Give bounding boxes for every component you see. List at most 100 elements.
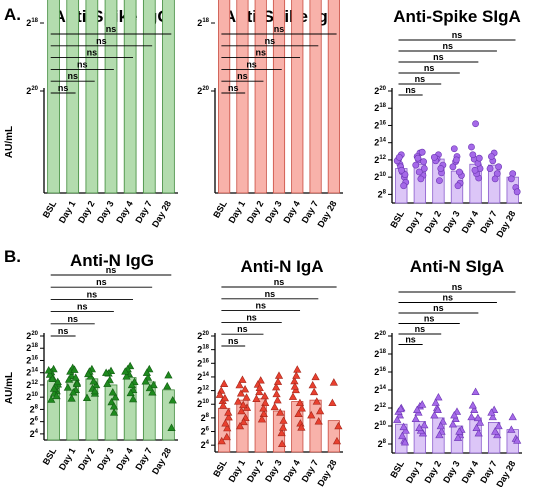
data-point bbox=[393, 415, 402, 423]
y-tick-label: 212 bbox=[26, 380, 38, 390]
data-point bbox=[71, 373, 80, 381]
data-point bbox=[396, 404, 405, 413]
data-point bbox=[121, 367, 130, 375]
data-point bbox=[272, 382, 281, 391]
data-point bbox=[398, 431, 407, 440]
data-point bbox=[436, 421, 445, 430]
data-point bbox=[297, 404, 306, 412]
significance-label: ns bbox=[265, 289, 276, 299]
bar bbox=[142, 0, 156, 194]
x-tick-label: Day 4 bbox=[460, 459, 481, 485]
y-tick-label: 212 bbox=[197, 386, 209, 396]
y-tick-label: 28 bbox=[201, 413, 210, 423]
data-point bbox=[164, 370, 173, 379]
bar bbox=[104, 384, 118, 441]
data-point bbox=[455, 168, 463, 176]
data-point bbox=[450, 145, 458, 153]
significance-label: ns bbox=[96, 36, 107, 46]
significance-label: ns bbox=[424, 63, 435, 73]
significance-label: ns bbox=[415, 324, 426, 334]
x-tick-label: Day 28 bbox=[150, 199, 173, 229]
data-point bbox=[109, 402, 119, 410]
data-point bbox=[274, 371, 284, 379]
y-tick-label: 24 bbox=[30, 429, 39, 439]
data-point bbox=[417, 175, 425, 183]
bar bbox=[272, 0, 286, 194]
data-point bbox=[420, 165, 428, 172]
y-tick-label: 218 bbox=[197, 18, 209, 28]
bar bbox=[142, 381, 156, 441]
significance-label: ns bbox=[274, 277, 285, 287]
y-tick-label: 28 bbox=[378, 439, 387, 449]
significance-label: ns bbox=[442, 41, 453, 51]
significance-label: ns bbox=[246, 59, 257, 69]
chart-title: Anti-N IgG bbox=[70, 251, 154, 270]
y-tick-label: 216 bbox=[374, 120, 386, 130]
data-point bbox=[310, 387, 319, 396]
data-point bbox=[278, 423, 288, 431]
significance-label: ns bbox=[442, 293, 453, 303]
data-point bbox=[395, 410, 405, 419]
data-point bbox=[475, 154, 483, 162]
data-point bbox=[273, 395, 282, 404]
bar bbox=[254, 398, 267, 453]
y-tick-label: 26 bbox=[30, 417, 39, 427]
data-point bbox=[453, 433, 463, 441]
data-point bbox=[163, 381, 172, 390]
data-point bbox=[307, 410, 316, 419]
data-point bbox=[168, 396, 177, 404]
chart-2: Anti-Spike SIgA28210212214216218220BSLDa… bbox=[374, 7, 522, 239]
data-point bbox=[234, 397, 243, 405]
data-point bbox=[260, 391, 269, 400]
data-point bbox=[329, 378, 338, 386]
data-point bbox=[418, 148, 426, 156]
x-tick-label: Day 1 bbox=[226, 458, 247, 484]
bar bbox=[327, 420, 340, 453]
data-point bbox=[328, 398, 337, 407]
data-point bbox=[103, 379, 112, 387]
y-tick-label: 26 bbox=[201, 427, 210, 437]
data-point bbox=[435, 430, 444, 439]
data-point bbox=[111, 392, 120, 401]
data-point bbox=[454, 182, 462, 190]
x-tick-label: Day 2 bbox=[422, 209, 443, 235]
data-point bbox=[167, 423, 176, 431]
data-point bbox=[235, 421, 245, 430]
bar bbox=[47, 0, 60, 194]
x-tick-label: BSL bbox=[211, 199, 229, 220]
data-point bbox=[418, 400, 427, 408]
data-point bbox=[72, 379, 82, 387]
chart-3: Anti-N IgG AU/mL 24 26 28 210 212 214 216 218 220 B… bbox=[4, 251, 178, 476]
data-point bbox=[145, 383, 154, 392]
data-point bbox=[259, 404, 268, 412]
data-point bbox=[69, 388, 78, 396]
y-tick-label: 220 bbox=[374, 86, 386, 96]
y-tick-label: 220 bbox=[374, 331, 386, 341]
significance-label: ns bbox=[246, 312, 257, 322]
data-point bbox=[294, 409, 303, 417]
y-tick-label: 212 bbox=[374, 403, 386, 413]
y-tick-label: 218 bbox=[197, 345, 209, 355]
chart-title: Anti-N SIgA bbox=[410, 257, 504, 276]
data-point bbox=[472, 423, 481, 431]
data-point bbox=[261, 398, 270, 407]
bar bbox=[254, 0, 267, 194]
x-tick-label: Day 4 bbox=[281, 458, 302, 484]
y-tick-label: 218 bbox=[374, 349, 386, 359]
data-point bbox=[220, 393, 230, 402]
data-point bbox=[242, 393, 251, 401]
y-tick-label: 28 bbox=[378, 189, 387, 199]
bar bbox=[413, 421, 427, 454]
y-tick-label: 220 bbox=[197, 331, 209, 341]
data-point bbox=[494, 421, 503, 430]
significance-label: ns bbox=[106, 24, 117, 34]
data-point bbox=[508, 412, 517, 421]
data-point bbox=[415, 423, 424, 431]
x-tick-label: Day 2 bbox=[245, 199, 266, 225]
bar bbox=[413, 163, 427, 204]
data-point bbox=[53, 377, 62, 386]
x-tick-label: Day 3 bbox=[441, 459, 462, 485]
bar bbox=[123, 377, 137, 441]
x-tick-label: Day 1 bbox=[404, 209, 425, 235]
significance-label: ns bbox=[274, 24, 285, 34]
